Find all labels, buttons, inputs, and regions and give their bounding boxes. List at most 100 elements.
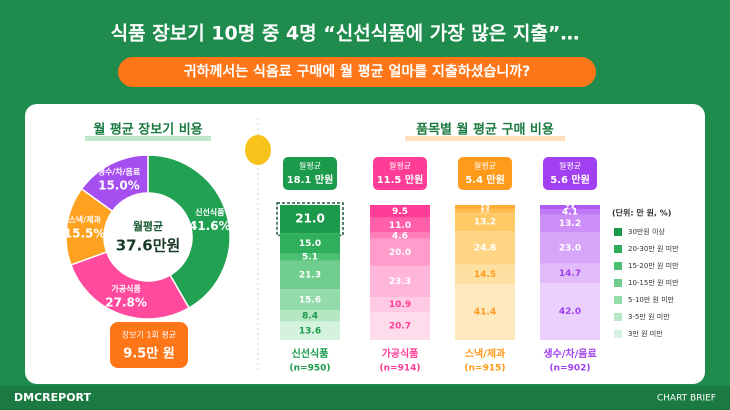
- bar-segment: [540, 263, 600, 284]
- segment-name: 스낵/제과: [68, 215, 101, 225]
- segment-value: 15.0%: [98, 178, 140, 192]
- segment-label: 23.0: [559, 243, 581, 253]
- segment-label: 8.4: [302, 311, 318, 321]
- callout-box: [110, 322, 188, 368]
- avg-value: 5.6 만원: [550, 173, 590, 186]
- legend-label: 15-20만 원 미만: [628, 261, 679, 270]
- segment-name: 가공식품: [111, 284, 141, 294]
- bar-segment: [455, 213, 515, 232]
- avg-label: 월평균: [299, 161, 321, 171]
- bar-segment: [455, 205, 515, 209]
- donut-segment: [147, 154, 231, 309]
- segment-label: 11.0: [389, 221, 411, 231]
- avg-value: 5.4 만원: [465, 173, 505, 186]
- legend-swatch: [614, 262, 622, 270]
- bar-segment: [540, 205, 600, 210]
- avg-value: 18.1 만원: [287, 173, 334, 186]
- legend-swatch: [614, 296, 622, 304]
- bar-segment: [280, 310, 340, 322]
- column-n: (n=915): [465, 364, 506, 374]
- legend-swatch: [614, 245, 622, 253]
- title: 식품 장보기 10명 중 4명 “신선식품에 가장 많은 지출”…: [111, 23, 580, 45]
- legend-label: 3-5만 원 미만: [628, 312, 670, 321]
- legend-label: 5-10만 원 미만: [628, 295, 675, 304]
- segment-label: 15.0: [299, 239, 321, 249]
- column-n: (n=902): [550, 364, 591, 374]
- center-label: 월평균: [133, 219, 163, 233]
- bar-segment: [280, 289, 340, 311]
- bar-segment: [455, 205, 515, 206]
- bar-segment: [280, 260, 340, 290]
- bar-segment: [280, 233, 340, 254]
- segment-name: 신선식품: [195, 207, 225, 217]
- segment-label: 20.7: [389, 322, 411, 332]
- bar-segment: [280, 253, 340, 261]
- legend-label: 10-15만 원 미만: [628, 278, 679, 287]
- segment-label: 14.5: [474, 270, 496, 280]
- bar-segment: [370, 217, 430, 233]
- segment-label: 42.0: [559, 307, 581, 317]
- donut-segment: [69, 251, 191, 320]
- bars-title: 품목별 월 평균 구매 비용: [416, 122, 554, 138]
- donut-title: 월 평균 장보기 비용: [93, 122, 202, 138]
- avg-value: 11.5 만원: [377, 173, 424, 186]
- bar-segment: [280, 321, 340, 340]
- segment-label: 13.2: [474, 218, 496, 228]
- bar-segment: [455, 284, 515, 340]
- segment-label: 4.6: [392, 231, 408, 241]
- segment-label: 41.4: [474, 308, 496, 318]
- bar-segment: [370, 265, 430, 298]
- segment-label: 23.3: [389, 277, 411, 287]
- legend-label: 20-30만 원 미만: [628, 244, 679, 253]
- segment-label: 15.6: [299, 295, 321, 305]
- bar-segment: [540, 214, 600, 233]
- bar-segment: [540, 205, 600, 206]
- brand: DMCREPORT: [14, 391, 92, 404]
- legend-label: 3만 원 미만: [628, 329, 663, 338]
- legend-swatch: [614, 228, 622, 236]
- bar-segment: [455, 231, 515, 265]
- center-value: 37.6만원: [116, 237, 181, 255]
- segment-value: 27.8%: [105, 296, 147, 310]
- avg-pill: [458, 157, 512, 190]
- avg-label: 월평균: [559, 161, 581, 171]
- legend-label: 30만원 이상: [628, 227, 665, 236]
- segment-label: 21.0: [295, 212, 325, 226]
- avg-label: 월평균: [474, 161, 496, 171]
- bar-segment: [370, 312, 430, 340]
- question: 귀하께서는 식음료 구매에 월 평균 얼마를 지출하셨습니까?: [184, 63, 530, 80]
- segment-label: 13.2: [559, 219, 581, 229]
- title-underline: [85, 136, 211, 141]
- bar-segment: [370, 297, 430, 313]
- legend-swatch: [614, 279, 622, 287]
- segment-value: 15.5%: [64, 227, 106, 241]
- segment-label: 3.5: [481, 208, 490, 214]
- bar-segment: [370, 238, 430, 266]
- avg-pill: [373, 157, 427, 190]
- legend-swatch: [614, 313, 622, 321]
- segment-label: 2.4: [566, 205, 575, 211]
- title-underline: [405, 136, 565, 141]
- callout-label: 장보기 1회 평균: [122, 330, 176, 340]
- column-name: 가공식품: [382, 347, 419, 360]
- callout-value: 9.5만 원: [123, 346, 174, 362]
- bar-segment: [540, 232, 600, 264]
- column-n: (n=950): [290, 364, 331, 374]
- column-name: 생수/차/음료: [543, 347, 596, 360]
- segment-label: 2.0: [481, 205, 490, 211]
- segment-name: 생수/차/음료: [98, 166, 141, 176]
- footer-tag: CHART BRIEF: [657, 394, 716, 404]
- segment-label: 4.1: [562, 207, 578, 217]
- avg-pill: [543, 157, 597, 190]
- pepper-decoration: [245, 135, 271, 165]
- segment-label: 13.6: [299, 326, 321, 336]
- question-pill: [118, 57, 596, 87]
- avg-pill: [283, 157, 337, 190]
- bar-segment: [370, 205, 430, 218]
- column-n: (n=914): [380, 364, 421, 374]
- segment-label: 9.5: [392, 207, 408, 217]
- segment-label: 20.0: [389, 248, 411, 258]
- segment-label: 5.1: [302, 253, 318, 263]
